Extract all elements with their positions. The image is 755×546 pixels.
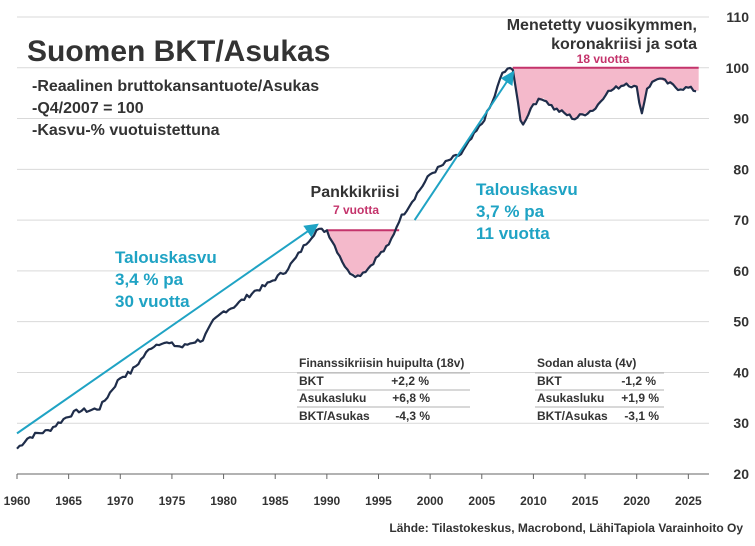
x-tick-label: 1980	[210, 494, 237, 508]
table2-row3-label: BKT/Asukas	[537, 409, 608, 423]
subtitle-line-1: -Reaalinen bruttokansantuote/Asukas	[32, 78, 319, 95]
y-tick-label: 80	[733, 161, 749, 177]
crisis1-title: Pankkikriisi	[311, 184, 400, 201]
table2-row2-label: Asukasluku	[537, 391, 604, 405]
crisis2-duration: 18 vuotta	[577, 52, 630, 66]
table1-row1-value: +2,2 %	[391, 374, 429, 388]
x-tick-label: 2010	[520, 494, 547, 508]
x-tick-label: 1960	[4, 494, 31, 508]
table1-row1-label: BKT	[299, 374, 324, 388]
y-tick-label: 110	[726, 9, 749, 25]
growth-arrow	[16, 223, 319, 435]
axes: 20 30 40 50 60 70 80 90 100 110 1960 1965 1970 1975 19…	[4, 9, 750, 508]
crisis1-duration: 7 vuotta	[333, 203, 379, 217]
x-tick-label: 1990	[313, 494, 340, 508]
x-tick-label: 1975	[159, 494, 186, 508]
growth2-line2: 3,7 % pa	[476, 202, 545, 221]
table1-row3-value: -4,3 %	[395, 409, 430, 423]
table1-title: Finanssikriisin huipulta (18v)	[299, 356, 464, 370]
table-financial-crisis: Finanssikriisin huipulta (18v) BKT +2,2 …	[297, 356, 470, 423]
table2-title: Sodan alusta (4v)	[537, 356, 636, 370]
arrows	[16, 70, 515, 435]
growth1-line1: Talouskasvu	[115, 248, 217, 267]
chart-title: Suomen BKT/Asukas	[27, 35, 330, 68]
x-tick-label: 1985	[262, 494, 289, 508]
y-tick-label: 60	[733, 263, 749, 279]
y-tick-label: 100	[726, 60, 750, 76]
y-tick-label: 70	[733, 212, 749, 228]
x-tick-label: 2015	[572, 494, 599, 508]
table-war: Sodan alusta (4v) BKT -1,2 % Asukasluku …	[535, 356, 664, 423]
y-tick-label: 50	[733, 314, 749, 330]
table1-row2-label: Asukasluku	[299, 391, 366, 405]
y-tick-label: 20	[733, 466, 749, 482]
table2-row1-value: -1,2 %	[621, 374, 656, 388]
source-note: Lähde: Tilastokeskus, Macrobond, LähiTap…	[389, 521, 743, 535]
y-tick-label: 40	[733, 364, 749, 380]
table2-row1-label: BKT	[537, 374, 562, 388]
crisis2-title-line1: Menetetty vuosikymmen,	[507, 17, 697, 34]
x-tick-label: 1970	[107, 494, 134, 508]
y-tick-label: 30	[733, 415, 749, 431]
shaded-regions	[326, 66, 699, 276]
table1-row2-value: +6,8 %	[392, 391, 430, 405]
x-tick-label: 1965	[55, 494, 82, 508]
crisis2-title-line2: koronakriisi ja sota	[551, 36, 697, 53]
subtitle-line-3: -Kasvu-% vuotuistettuna	[32, 122, 220, 139]
x-tick-label: 2005	[468, 494, 495, 508]
growth2-line1: Talouskasvu	[476, 180, 578, 199]
growth1-line3: 30 vuotta	[115, 292, 190, 311]
table1-row3-label: BKT/Asukas	[299, 409, 370, 423]
table2-row2-value: +1,9 %	[621, 391, 659, 405]
table2-row3-value: -3,1 %	[624, 409, 659, 423]
series-line	[16, 66, 697, 450]
y-tick-label: 90	[733, 111, 749, 127]
growth1-line2: 3,4 % pa	[115, 270, 184, 289]
x-tick-label: 2020	[623, 494, 650, 508]
x-tick-label: 1995	[365, 494, 392, 508]
x-tick-label: 2000	[417, 494, 444, 508]
x-tick-label: 2025	[675, 494, 702, 508]
series-layer	[16, 66, 697, 450]
growth2-line3: 11 vuotta	[476, 224, 550, 243]
subtitle-line-2: -Q4/2007 = 100	[32, 100, 144, 117]
growth-arrow	[413, 70, 515, 221]
